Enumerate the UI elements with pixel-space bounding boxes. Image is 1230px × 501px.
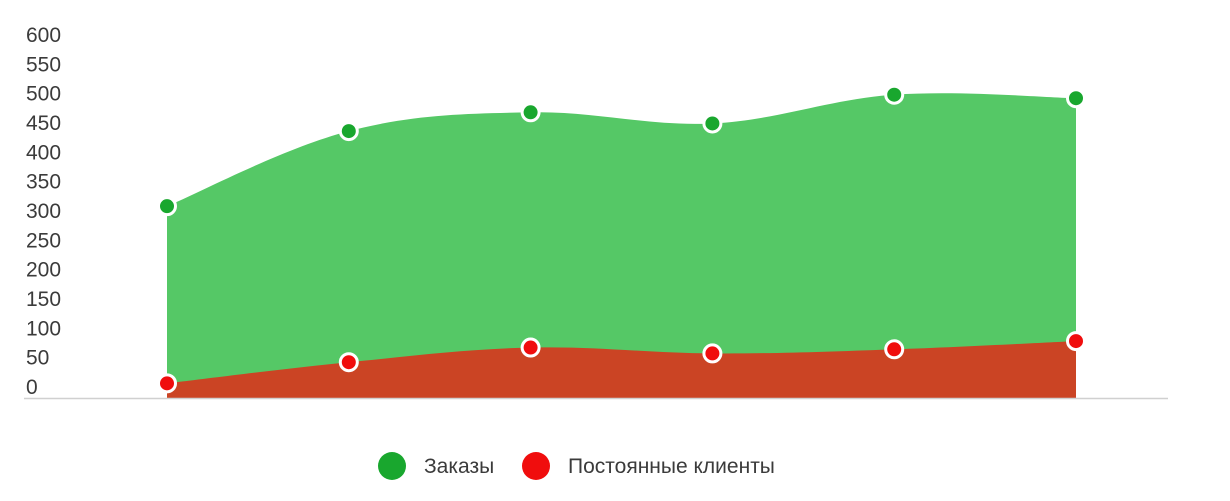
- data-point-series-1[interactable]: [157, 196, 177, 217]
- legend-label[interactable]: Заказы: [424, 455, 494, 478]
- series-areas: [167, 93, 1076, 399]
- data-point-series-2[interactable]: [520, 337, 541, 358]
- data-point-series-2[interactable]: [1066, 331, 1086, 352]
- y-tick-label: 250: [26, 229, 61, 252]
- data-point-series-1[interactable]: [884, 84, 905, 105]
- y-tick-label: 50: [26, 347, 49, 370]
- data-point-series-2[interactable]: [884, 339, 905, 360]
- y-tick-label: 0: [26, 376, 38, 399]
- y-tick-label: 400: [26, 141, 61, 164]
- series-area-1: [167, 93, 1076, 399]
- data-point-series-1[interactable]: [520, 102, 541, 123]
- legend-swatch: [522, 452, 550, 480]
- data-point-series-1[interactable]: [1066, 88, 1086, 109]
- series-area-2: [167, 341, 1076, 398]
- y-tick-label: 200: [26, 259, 61, 282]
- series-markers: [157, 84, 1086, 394]
- y-tick-label: 100: [26, 317, 61, 340]
- y-tick-label: 300: [26, 200, 61, 223]
- y-tick-label: 450: [26, 112, 61, 135]
- y-tick-label: 600: [26, 24, 61, 47]
- data-point-series-1[interactable]: [702, 113, 723, 134]
- data-point-series-2[interactable]: [157, 373, 177, 394]
- legend-swatch: [378, 452, 406, 480]
- data-point-series-1[interactable]: [338, 121, 359, 142]
- y-tick-label: 550: [26, 53, 61, 76]
- legend: Заказы Постоянные клиенты: [378, 452, 775, 480]
- y-tick-label: 500: [26, 83, 61, 106]
- y-tick-label: 150: [26, 288, 61, 311]
- y-tick-label: 350: [26, 171, 61, 194]
- y-axis: 0 50 100 150 200 250 300 350 400 450 500 550 600: [26, 24, 61, 399]
- data-point-series-2[interactable]: [702, 343, 723, 364]
- legend-label[interactable]: Постоянные клиенты: [568, 455, 775, 478]
- data-point-series-2[interactable]: [338, 352, 359, 373]
